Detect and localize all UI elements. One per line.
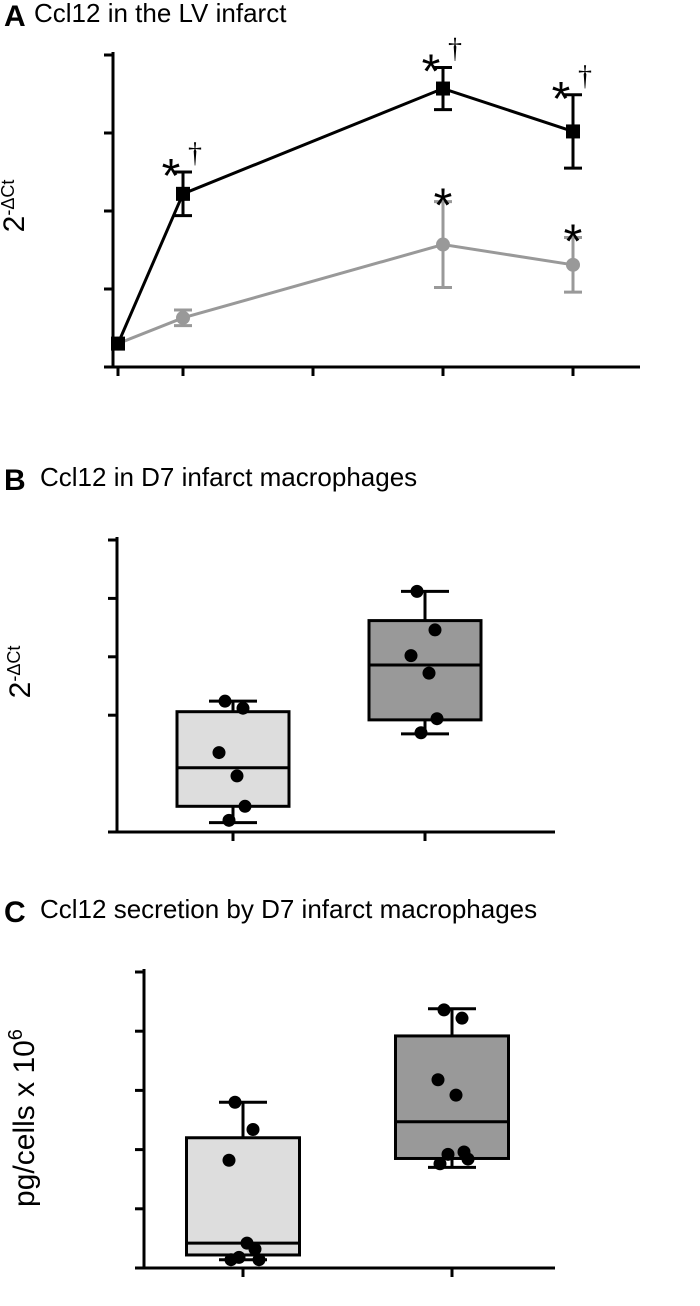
data-point [433,1157,447,1171]
data-point [410,584,424,598]
panel-b-title: Ccl12 in D7 infarct macrophages [40,462,417,492]
y-axis-title: pg/cells x 106 [5,1029,41,1207]
panel-c-title: Ccl12 secretion by D7 infarct macrophage… [40,894,537,924]
data-point [428,623,442,637]
significance-mark: * [434,180,453,233]
data-point [230,769,244,783]
data-point [431,1073,445,1087]
significance-dagger: † [448,33,462,64]
data-point [414,726,428,740]
data-point-circle [566,257,580,272]
significance-dagger: † [578,61,592,92]
box-MI [185,1136,301,1257]
y-axis-title: 2-ΔCt [0,180,31,233]
panel-a-line-chart: 2-ΔCt *** †* †* † [0,33,640,376]
data-point [236,701,250,715]
data-point [422,666,436,680]
data-point-square [176,186,190,201]
significance-dagger: † [188,138,202,169]
data-point [248,1242,262,1256]
data-point-circle [436,237,450,252]
data-point [441,1147,455,1161]
data-point [218,694,232,708]
series-line-LPS+MI [116,86,574,345]
data-point [222,1153,236,1167]
data-point [252,1253,266,1267]
series-line-MI [117,243,574,345]
box-MI [175,710,291,808]
panel-c-box-chart: pg/cells x 106 [5,969,555,1277]
panel-a-letter: A [4,0,26,33]
panel-b-box-chart: 2-ΔCt [4,537,555,841]
significance-mark: * [564,216,583,269]
data-point [246,1122,260,1136]
data-point [228,1095,242,1109]
data-point-circle [176,310,190,325]
data-point-square [566,124,580,139]
data-point [238,799,252,813]
data-point [437,1003,451,1017]
data-point [455,1011,469,1025]
significance-mark: * [552,73,571,126]
data-point [224,1253,238,1267]
panel-c-letter: C [4,896,26,929]
data-point-square [436,81,450,96]
data-point-square [111,336,125,351]
significance-mark: * [422,45,441,98]
panel-a-title: Ccl12 in the LV infarct [34,0,287,28]
y-axis-title: 2-ΔCt [4,646,37,699]
data-point [449,1088,463,1102]
panel-b-letter: B [4,464,26,497]
data-point [222,813,236,827]
data-point [430,712,444,726]
data-point [404,649,418,663]
data-point [461,1152,475,1166]
significance-mark: * [162,150,181,203]
data-point [212,746,226,760]
